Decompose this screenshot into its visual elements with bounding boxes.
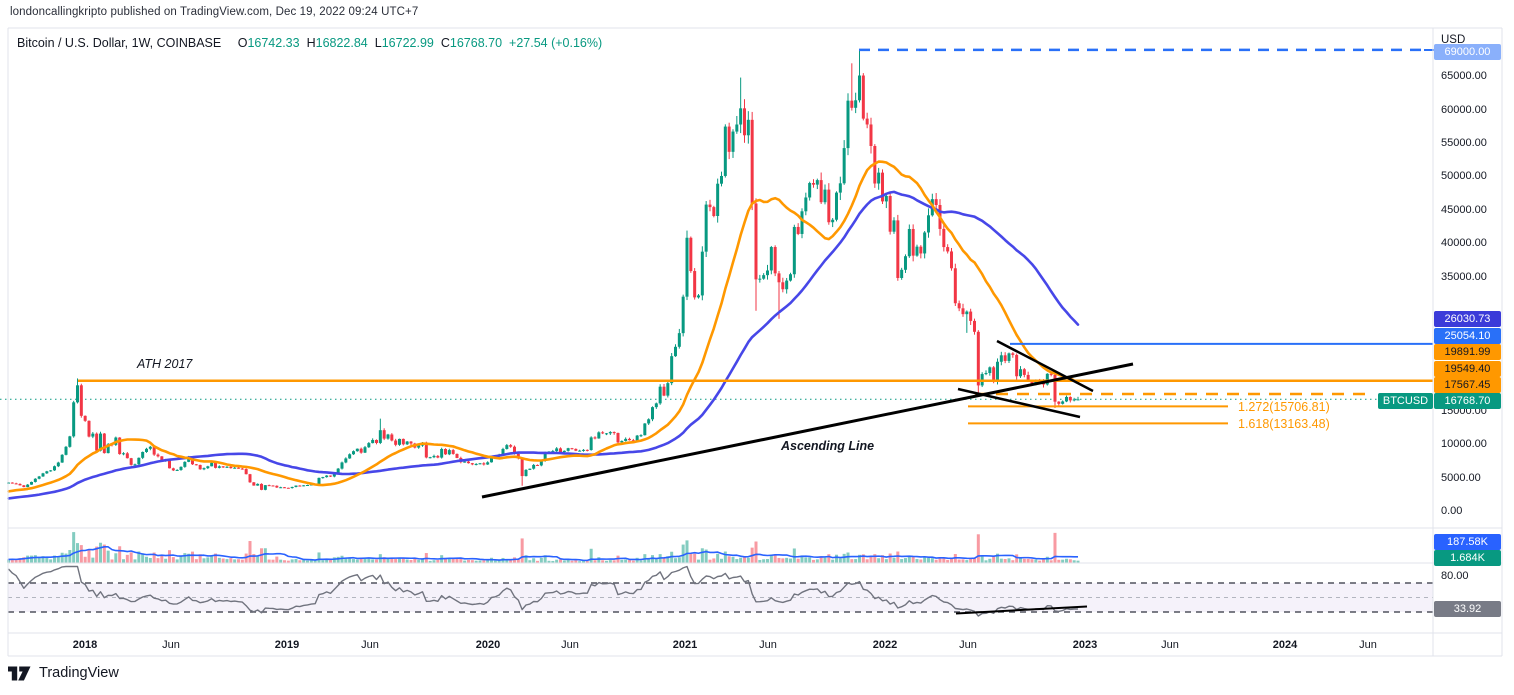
high-value: 16822.84 [315,36,368,50]
tradingview-logo-icon [8,666,31,681]
open-label: O [237,36,248,50]
tradingview-attribution[interactable]: TradingView [8,663,119,682]
fib-1618-label: 1.618(13163.48) [1238,417,1330,431]
change-value: +27.54 (+0.16%) [509,36,603,50]
wedge-lower [957,387,1081,419]
ascending-trendline [481,362,1134,499]
publish-info: londoncallingkripto published on Trading… [10,6,419,18]
low-label: L [374,36,382,50]
tradingview-brand-text: TradingView [39,664,119,681]
symbol-title: Bitcoin / U.S. Dollar, 1W, COINBASE [17,36,222,50]
wedge-upper [996,339,1094,393]
high-label: H [306,36,316,50]
open-value: 16742.33 [247,36,300,50]
ath-2017-label: ATH 2017 [137,357,193,371]
symbol-legend: Bitcoin / U.S. Dollar, 1W, COINBASE O167… [17,36,609,50]
low-value: 16722.99 [381,36,434,50]
close-label: C [440,36,450,50]
ascending-line-label: Ascending Line [781,439,875,453]
fib-1272-label: 1.272(15706.81) [1238,400,1330,414]
close-value: 16768.70 [449,36,503,50]
rsi-trendline [955,605,1088,615]
